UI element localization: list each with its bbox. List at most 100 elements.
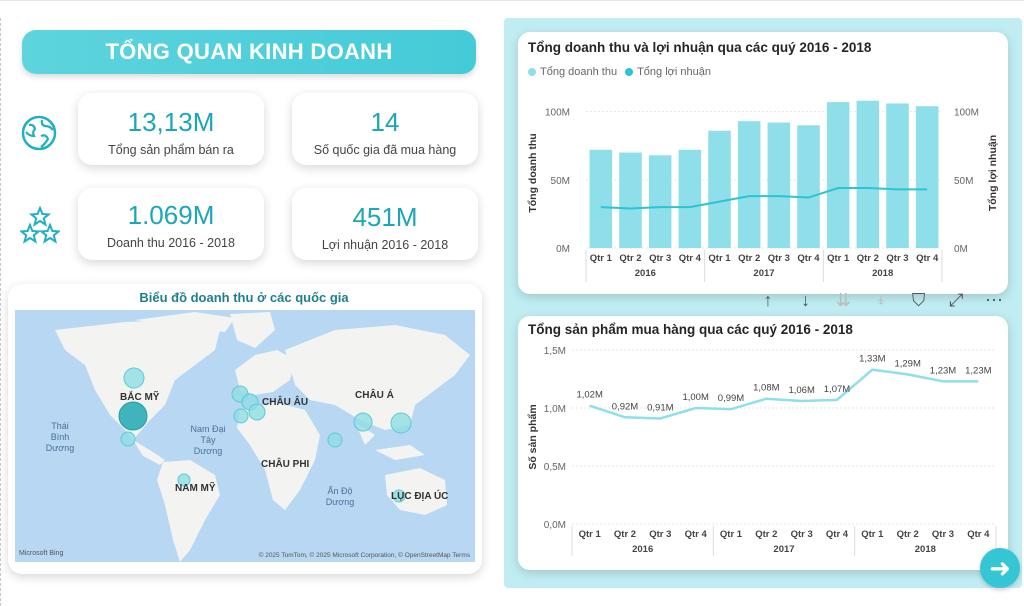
map-label-south-america: NAM MỸ: [175, 481, 216, 494]
x-tick-label: Qtr 2: [614, 529, 636, 540]
expand-hierarchy-icon[interactable]: ⍖: [875, 289, 887, 310]
x-tick-label: Qtr 1: [708, 253, 731, 264]
year-label: 2018: [915, 544, 936, 555]
kpi-value: 1.069M: [127, 200, 215, 230]
x-tick-label: Qtr 1: [827, 253, 850, 264]
x-tick-label: Qtr 4: [797, 253, 820, 264]
world-map[interactable]: BẮC MỸ NAM MỸ CHÂU ÂU CHÂU Á CHÂU PHI LỤ…: [15, 310, 475, 562]
x-tick-label: Qtr 1: [590, 253, 613, 264]
x-tick-label: Qtr 3: [649, 253, 671, 264]
x-tick-label: Qtr 2: [738, 253, 760, 264]
filter-icon[interactable]: ⛉: [911, 289, 926, 310]
kpi-label: Lợi nhuận 2016 - 2018: [321, 238, 449, 252]
bar: [915, 106, 939, 248]
x-tick-label: Qtr 4: [685, 529, 708, 540]
data-label: 1,08M: [753, 383, 779, 394]
bar: [767, 122, 791, 248]
drill-down-icon[interactable]: ↓: [801, 289, 811, 310]
data-label: 1,07M: [824, 384, 850, 395]
y-tick-label: 1,5M: [544, 346, 566, 357]
more-options-icon[interactable]: ⋯: [984, 289, 1003, 310]
bar: [826, 102, 850, 248]
data-label: 1,23M: [965, 365, 991, 376]
y2-tick-label: 100M: [954, 108, 979, 119]
kpi-label: Số quốc gia đã mua hàng: [313, 143, 457, 157]
bing-logo: Microsoft Bing: [19, 550, 63, 557]
map-title: Biểu đồ doanh thu ở các quốc gia: [139, 290, 349, 305]
bar: [737, 121, 761, 248]
x-tick-label: Qtr 2: [755, 529, 777, 540]
y-axis-title: Tổng doanh thu: [527, 133, 539, 212]
legend-swatch-profit: [625, 68, 634, 76]
chart1-legend: Tổng doanh thu Tổng lợi nhuận: [528, 66, 711, 78]
legend-revenue[interactable]: Tổng doanh thu: [540, 66, 618, 78]
chart1-plot: 0M 50M 100M 0M 50M 100M Qtr 1 Qtr 2 Qtr 3 Qtr 4 Qt…: [522, 80, 1006, 290]
globe-icon: [20, 114, 58, 157]
x-tick-label: Qtr 3: [649, 529, 671, 540]
data-label: 1,29M: [894, 358, 920, 369]
visual-toolbar: ↑ ↓ ⇊ ⍖ ⛉ ⤢ ⋯: [754, 288, 1008, 312]
legend-profit[interactable]: Tổng lợi nhuận: [637, 66, 711, 78]
y2-axis-title: Tổng lợi nhuận: [987, 135, 999, 211]
map-label-atlantic-2: Tây: [200, 435, 216, 445]
x-tick-label: Qtr 3: [932, 529, 954, 540]
y-tick-label: 0,5M: [544, 462, 566, 473]
x-tick-label: Qtr 4: [679, 253, 702, 264]
year-label: 2016: [632, 544, 653, 555]
bar: [648, 155, 672, 248]
map-label-indian-1: Ấn Độ: [327, 486, 352, 496]
y-tick-label: 100M: [545, 108, 570, 119]
year-label: 2017: [773, 544, 794, 555]
bar: [708, 130, 731, 248]
x-tick-label: Qtr 1: [861, 529, 884, 540]
x-tick-label: Qtr 3: [768, 253, 790, 264]
kpi-card-profit: 451M Lợi nhuận 2016 - 2018: [292, 188, 478, 260]
map-label-asia: CHÂU Á: [355, 388, 394, 401]
data-label: 0,92M: [612, 401, 638, 412]
bar: [678, 149, 702, 248]
data-label: 0,99M: [718, 393, 744, 404]
x-tick-label: Qtr 2: [897, 529, 919, 540]
page-title: TỔNG QUAN KINH DOANH: [22, 30, 476, 74]
kpi-value: 451M: [352, 202, 418, 232]
x-tick-label: Qtr 4: [967, 529, 990, 540]
bar: [856, 100, 880, 249]
y-tick-label: 0,0M: [544, 520, 566, 531]
data-label: 0,91M: [647, 402, 673, 413]
chart2-plot: 0,0M 0,5M 1,0M 1,5M 1,02M 0,92M 0,91M 1,00M 0,99…: [522, 338, 1006, 564]
x-tick-label: Qtr 2: [619, 253, 641, 264]
map-label-africa: CHÂU PHI: [261, 457, 310, 470]
kpi-label: Tổng sản phẩm bán ra: [108, 143, 234, 157]
data-label: 1,00M: [682, 392, 708, 403]
expand-all-icon[interactable]: ⇊: [835, 289, 851, 310]
bar: [886, 103, 909, 248]
y-tick-label: 50M: [551, 176, 570, 187]
chart2-title: Tổng sản phẩm mua hàng qua các quý 2016 …: [528, 322, 853, 337]
kpi-card-countries: 14 Số quốc gia đã mua hàng: [292, 93, 478, 165]
x-tick-label: Qtr 1: [720, 529, 743, 540]
map-label-pacific-2: Bình: [51, 432, 70, 442]
map-label-pacific-1: Thái: [51, 421, 69, 431]
data-label: 1,06M: [788, 385, 814, 396]
drill-up-icon[interactable]: ↑: [763, 289, 773, 310]
y2-tick-label: 50M: [954, 176, 973, 187]
map-copyright[interactable]: © 2025 TomTom, © 2025 Microsoft Corporat…: [259, 551, 471, 559]
x-tick-label: Qtr 1: [579, 529, 602, 540]
map-label-oceania: LỤC ĐỊA ÚC: [391, 489, 448, 502]
map-label-north-america: BẮC MỸ: [120, 390, 160, 403]
kpi-value: 13,13M: [127, 107, 215, 137]
stars-icon: [18, 205, 62, 249]
map-label-indian-2: Dương: [326, 497, 354, 507]
arrow-right-icon[interactable]: ➜: [980, 548, 1020, 588]
data-label: 1,23M: [930, 365, 956, 376]
year-label: 2018: [872, 268, 893, 279]
y2-tick-label: 0M: [954, 244, 968, 255]
focus-mode-icon[interactable]: ⤢: [949, 289, 964, 310]
map-label-pacific-3: Dương: [46, 443, 74, 453]
x-tick-label: Qtr 4: [826, 529, 849, 540]
x-tick-label: Qtr 2: [857, 253, 879, 264]
products-line: [589, 368, 979, 420]
y-axis-title: Số sản phẩm: [527, 404, 539, 469]
canvas-border: [0, 18, 3, 606]
map-label-atlantic-1: Nam Đại: [190, 424, 225, 434]
